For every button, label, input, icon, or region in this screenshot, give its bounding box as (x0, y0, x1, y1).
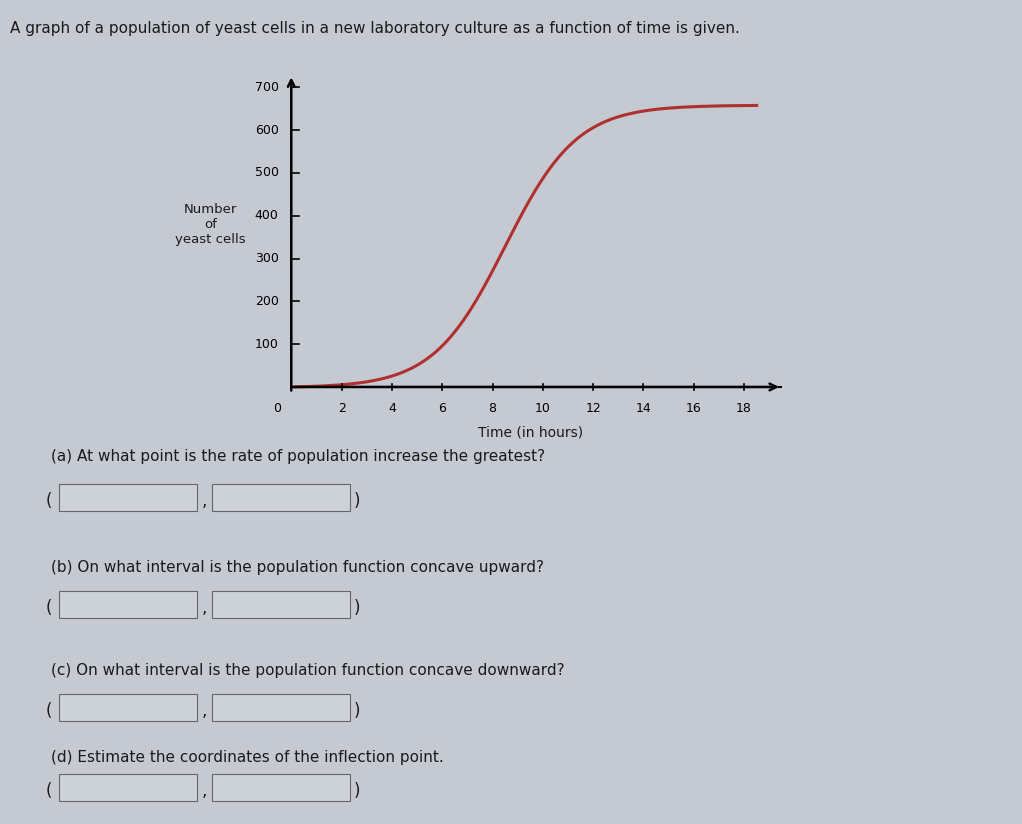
Text: Time (in hours): Time (in hours) (477, 425, 583, 439)
Text: ,: , (201, 782, 206, 800)
Text: ,: , (201, 492, 206, 510)
Text: 14: 14 (636, 402, 651, 415)
Text: 200: 200 (254, 295, 279, 308)
Text: 700: 700 (254, 81, 279, 94)
Text: 16: 16 (686, 402, 702, 415)
Text: (d) Estimate the coordinates of the inflection point.: (d) Estimate the coordinates of the infl… (51, 750, 444, 765)
Text: ,: , (201, 599, 206, 617)
Text: 10: 10 (535, 402, 551, 415)
Text: ): ) (354, 492, 360, 510)
Text: (: ( (46, 782, 52, 800)
Text: ): ) (354, 599, 360, 617)
Text: 300: 300 (254, 252, 279, 265)
Text: 6: 6 (438, 402, 447, 415)
Text: 2: 2 (337, 402, 345, 415)
Text: A graph of a population of yeast cells in a new laboratory culture as a function: A graph of a population of yeast cells i… (10, 21, 740, 35)
Text: 8: 8 (489, 402, 497, 415)
Text: (: ( (46, 702, 52, 720)
Text: ): ) (354, 782, 360, 800)
Text: ): ) (354, 702, 360, 720)
Text: 0: 0 (273, 402, 281, 415)
Text: 600: 600 (254, 124, 279, 137)
Text: (c) On what interval is the population function concave downward?: (c) On what interval is the population f… (51, 663, 565, 678)
Text: 12: 12 (586, 402, 601, 415)
Text: 100: 100 (254, 338, 279, 351)
Text: 500: 500 (254, 166, 279, 180)
Text: ,: , (201, 702, 206, 720)
Text: 18: 18 (736, 402, 752, 415)
Text: (a) At what point is the rate of population increase the greatest?: (a) At what point is the rate of populat… (51, 449, 545, 464)
Text: (: ( (46, 492, 52, 510)
Text: (: ( (46, 599, 52, 617)
Text: 4: 4 (388, 402, 396, 415)
Text: Number
of
yeast cells: Number of yeast cells (176, 203, 246, 246)
Text: (b) On what interval is the population function concave upward?: (b) On what interval is the population f… (51, 560, 544, 575)
Text: 400: 400 (254, 209, 279, 222)
